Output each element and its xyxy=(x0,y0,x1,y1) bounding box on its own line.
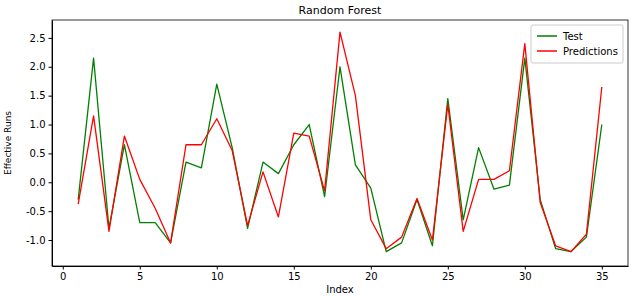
x-tick-label: 10 xyxy=(211,271,224,282)
x-tick: 30 xyxy=(519,266,532,282)
x-tick-label: 20 xyxy=(365,271,378,282)
series-lines xyxy=(78,32,602,251)
y-tick-label: -0.5 xyxy=(26,206,46,217)
x-tick-label: 15 xyxy=(288,271,301,282)
y-tick-label: -1.0 xyxy=(26,235,46,246)
legend: Test Predictions xyxy=(531,25,623,63)
y-tick-label: 1.5 xyxy=(30,90,46,101)
chart-title: Random Forest xyxy=(299,4,382,17)
y-tick-mark xyxy=(49,38,53,39)
legend-swatch xyxy=(537,50,557,52)
x-tick-label: 25 xyxy=(442,271,455,282)
y-tick-mark xyxy=(49,182,53,183)
x-tick-label: 5 xyxy=(137,271,143,282)
x-tick-label: 0 xyxy=(60,271,66,282)
x-tick-mark xyxy=(525,266,526,270)
y-tick-label: 1.0 xyxy=(30,119,46,130)
x-tick-mark xyxy=(140,266,141,270)
y-tick-mark xyxy=(49,240,53,241)
y-tick: 2.0 xyxy=(30,61,52,72)
x-axis-line xyxy=(53,266,629,267)
y-tick-mark xyxy=(49,211,53,212)
y-tick-mark xyxy=(49,67,53,68)
y-tick-label: 0.5 xyxy=(30,148,46,159)
y-tick-mark xyxy=(49,153,53,154)
legend-swatch xyxy=(537,35,557,37)
x-tick: 35 xyxy=(596,266,609,282)
y-axis: -1.0 -0.5 0.0 0.5 1.0 1.5 2.0 2.5 xyxy=(26,21,53,267)
series-line xyxy=(78,58,602,251)
x-axis: 0 5 10 15 20 25 30 35 xyxy=(53,266,629,282)
x-tick-mark xyxy=(217,266,218,270)
plot-frame xyxy=(52,20,628,266)
x-tick-mark xyxy=(371,266,372,270)
x-tick-label: 30 xyxy=(519,271,532,282)
y-tick: 0.0 xyxy=(30,177,52,188)
y-tick-label: 0.0 xyxy=(30,177,46,188)
x-tick: 0 xyxy=(60,266,66,282)
y-tick: -1.0 xyxy=(26,235,52,246)
x-tick: 5 xyxy=(137,266,143,282)
y-tick: 0.5 xyxy=(30,148,52,159)
x-tick-mark xyxy=(448,266,449,270)
y-tick: 1.0 xyxy=(30,119,52,130)
chart: 0 5 10 15 20 25 30 35 -1.0 -0.5 0.0 0.5 1.0 1.5 2.0 2.5… xyxy=(0,0,640,296)
y-tick: -0.5 xyxy=(26,206,52,217)
x-tick: 10 xyxy=(211,266,224,282)
x-tick: 15 xyxy=(288,266,301,282)
y-tick: 1.5 xyxy=(30,90,52,101)
x-axis-title: Index xyxy=(326,284,354,295)
x-tick-mark xyxy=(63,266,64,270)
x-tick: 25 xyxy=(442,266,455,282)
plot-area: 0 5 10 15 20 25 30 35 -1.0 -0.5 0.0 0.5 1.0 1.5 2.0 2.5 xyxy=(26,20,629,282)
y-axis-title: Effective Runs xyxy=(3,111,13,175)
y-tick-mark xyxy=(49,125,53,126)
y-tick-label: 2.5 xyxy=(30,33,46,44)
x-tick: 20 xyxy=(365,266,378,282)
x-tick-mark xyxy=(602,266,603,270)
x-tick-label: 35 xyxy=(596,271,609,282)
legend-box xyxy=(531,25,623,63)
series-line xyxy=(78,32,602,251)
y-tick-label: 2.0 xyxy=(30,61,46,72)
y-tick: 2.5 xyxy=(30,33,52,44)
y-axis-line xyxy=(52,21,53,267)
y-tick-mark xyxy=(49,96,53,97)
x-tick-mark xyxy=(294,266,295,270)
legend-label: Test xyxy=(562,31,583,42)
legend-label: Predictions xyxy=(563,46,618,57)
